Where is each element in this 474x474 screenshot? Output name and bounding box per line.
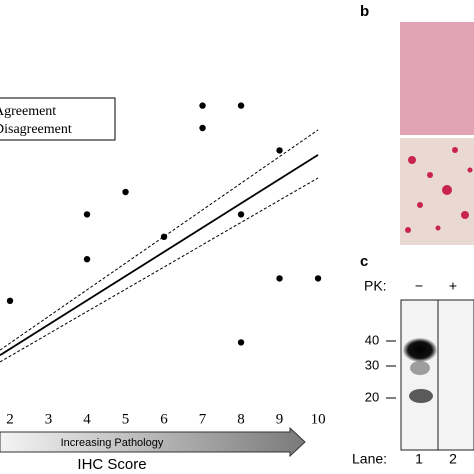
lane-label: Lane: [352, 451, 387, 467]
marker-ticks [386, 340, 396, 399]
x-tick-label: 7 [199, 411, 207, 427]
x-tick-label: 6 [160, 411, 168, 427]
pk-label: PK: [364, 278, 387, 294]
data-point [237, 211, 245, 218]
data-point [237, 102, 245, 109]
stain-spots [405, 147, 473, 233]
mw-marker: 40 [365, 332, 379, 347]
tissue-image [400, 22, 474, 135]
lane-number: 1 [415, 451, 423, 467]
data-point [199, 102, 206, 109]
legend-label: Agreement [0, 104, 56, 119]
legend-label: Disagreement [0, 122, 72, 137]
panel-label: b [360, 3, 369, 20]
pk-value: + [449, 278, 457, 294]
blot-band [409, 389, 433, 403]
confidence-line [0, 129, 319, 351]
data-point [314, 275, 322, 282]
x-tick-label: 3 [45, 411, 53, 427]
x-tick-label: 10 [311, 411, 326, 427]
data-point [122, 188, 129, 196]
data-point [160, 233, 168, 240]
panel-label: c [360, 253, 368, 270]
pathology-arrow [0, 426, 306, 458]
arrow-label: Increasing Pathology [61, 437, 164, 449]
x-tick-label: 8 [237, 411, 245, 427]
confidence-line [0, 177, 319, 363]
mw-marker: 20 [365, 389, 379, 404]
blot-smear [410, 361, 430, 375]
x-tick-label: 2 [6, 411, 14, 427]
data-point [6, 297, 14, 304]
x-axis-label: IHC Score [77, 456, 146, 473]
x-tick-label: 4 [83, 411, 91, 427]
data-point [276, 275, 283, 282]
legend-box [0, 97, 116, 141]
data-point [276, 147, 283, 154]
pk-value: − [415, 278, 423, 294]
data-point [237, 339, 245, 346]
blot-band [403, 338, 437, 362]
mw-marker: 30 [365, 357, 379, 372]
data-point [83, 256, 91, 263]
x-tick-label: 9 [276, 411, 284, 427]
data-point [83, 211, 91, 218]
tissue-texture [400, 22, 474, 135]
data-point [199, 124, 206, 132]
lane-number: 2 [449, 451, 457, 467]
regression-line [0, 154, 319, 356]
x-tick-label: 5 [122, 411, 130, 427]
